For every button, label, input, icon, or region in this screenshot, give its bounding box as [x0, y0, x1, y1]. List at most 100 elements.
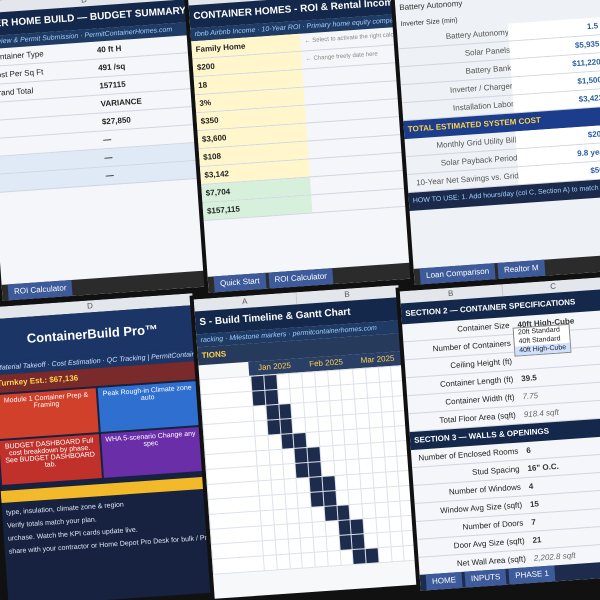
gantt-cell	[277, 389, 291, 404]
sheet-tab[interactable]: Loan Comparison	[419, 263, 496, 285]
gantt-cell	[253, 405, 267, 421]
gantt-cell	[304, 402, 317, 418]
gantt-cell	[273, 509, 287, 525]
gantt-cell	[261, 525, 275, 541]
gantt-cell	[393, 396, 407, 411]
sheet-body: Family Home ← Select to activate the righ…	[191, 27, 409, 221]
gantt-cell	[255, 435, 269, 451]
sheet-tab[interactable]: INPUTS	[464, 568, 507, 588]
sheet-tab[interactable]: PHASE 1	[508, 565, 556, 585]
gantt-cell	[403, 545, 417, 561]
gantt-cell	[258, 480, 272, 496]
gantt-cell	[383, 441, 397, 457]
gantt-cell	[402, 530, 416, 546]
gantt-cell	[353, 368, 366, 384]
gantt-cell	[343, 414, 357, 430]
gantt-cell	[291, 403, 305, 418]
gantt-cell	[334, 475, 348, 491]
gantt-cell	[382, 426, 396, 442]
sheet-panel: B C SECTION 2 — CONTAINER SPECIFICATIONS Co…	[399, 277, 600, 591]
sheet-body: Container Type 40 ft H Cost Per Sq Ft 491 /…	[0, 35, 200, 194]
gantt-cell	[375, 502, 388, 518]
gantt-cell	[337, 505, 350, 520]
gantt-cell	[263, 555, 277, 571]
gantt-cell	[335, 490, 349, 506]
gantt-cell	[399, 485, 413, 501]
gantt-cell	[314, 551, 328, 567]
gantt-cell	[265, 389, 278, 405]
gantt-cell	[400, 500, 414, 516]
sheet-tab[interactable]: ROI Calculator	[268, 268, 334, 289]
gantt-cell	[331, 430, 345, 446]
gantt-cell	[286, 508, 299, 524]
gantt-cell	[380, 396, 394, 412]
gantt-cell	[362, 503, 376, 519]
gantt-cell	[377, 532, 390, 548]
gantt-cell	[357, 428, 370, 444]
gantt-cell	[374, 487, 387, 503]
gantt-cell	[305, 417, 319, 432]
gantt-cell	[349, 504, 363, 520]
gantt-cell	[319, 431, 332, 447]
gantt-cell	[327, 370, 341, 386]
gantt-cell	[322, 476, 335, 491]
gantt-cell	[328, 385, 342, 401]
gantt-cell	[387, 501, 401, 517]
gantt-cell	[344, 429, 358, 445]
card-grid: Module 1 Container Prep & Framing Peak Ro…	[0, 379, 205, 487]
gantt-cell	[366, 382, 380, 398]
sheet-panel: D ContainerBuild Pro™ Material Takeoff · C…	[0, 293, 214, 600]
gantt-cell	[272, 494, 286, 510]
gantt-cell	[342, 399, 356, 415]
gantt-cell	[372, 457, 385, 473]
gantt-cell	[288, 538, 301, 554]
gantt-cell	[394, 410, 408, 426]
gantt-cell	[384, 456, 398, 472]
gantt-cell	[373, 472, 386, 488]
gantt-cell	[348, 489, 362, 505]
gantt-cell	[325, 521, 339, 536]
dropdown-list: 20ft Standard 40ft Standard 40ft High-Cube	[512, 323, 572, 357]
gantt-cell	[300, 537, 314, 553]
gantt-cell	[391, 546, 404, 562]
sheet-tab[interactable]: Quick Start	[213, 272, 267, 293]
gantt-cell	[289, 553, 303, 569]
info-card: Module 1 Container Prep & Framing	[0, 388, 99, 440]
gantt-cell	[267, 419, 280, 435]
gantt-cell	[327, 550, 341, 566]
gantt-cell	[363, 518, 377, 534]
gantt-cell	[269, 449, 282, 465]
gantt-cell	[257, 465, 271, 481]
gantt-cell	[264, 374, 277, 390]
gantt-cell	[396, 440, 410, 456]
gantt-cell	[254, 420, 268, 436]
gantt-cell	[299, 522, 313, 538]
gantt-cell	[313, 536, 327, 552]
gantt-cell	[339, 535, 352, 550]
gantt-cell	[271, 479, 285, 495]
gantt-cell	[333, 460, 347, 476]
gantt-cell	[355, 398, 368, 414]
gantt-cell	[361, 488, 375, 504]
gantt-cell	[256, 450, 270, 466]
sheet-tab[interactable]: Realtor M	[497, 259, 546, 279]
gantt-grid	[199, 365, 418, 575]
gantt-cell	[318, 416, 331, 432]
gantt-cell	[368, 412, 382, 428]
sheet-tab[interactable]: HOME	[425, 571, 463, 591]
gantt-cell	[330, 415, 344, 431]
gantt-cell	[379, 381, 393, 397]
gantt-cell	[397, 455, 411, 471]
gantt-cell	[341, 384, 355, 400]
gantt-cell	[365, 548, 379, 564]
sheet-tab[interactable]: ROI Calculator	[7, 279, 74, 301]
gantt-cell	[266, 404, 279, 420]
gantt-cell	[320, 446, 333, 462]
gantt-cell	[292, 418, 306, 433]
gantt-cell	[295, 462, 309, 478]
gantt-cell	[306, 432, 320, 447]
